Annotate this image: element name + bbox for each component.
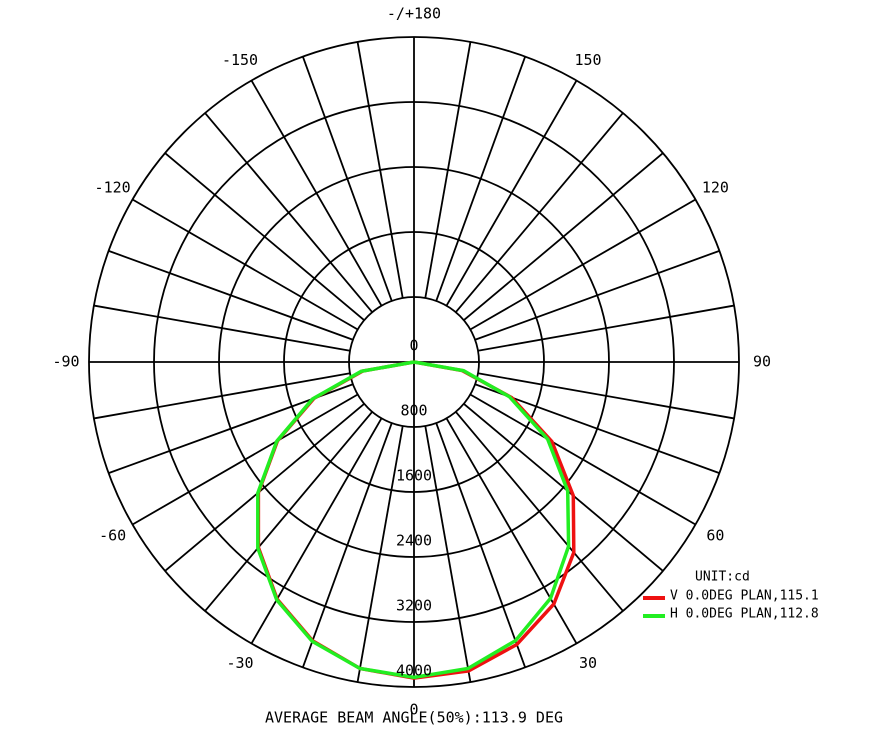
angle-label: 150 <box>574 51 601 69</box>
angle-label: 120 <box>702 179 729 197</box>
angle-label: 90 <box>753 353 771 371</box>
r-tick-label: 4000 <box>396 662 432 680</box>
angle-label: 60 <box>706 527 724 545</box>
angle-label: -120 <box>95 179 131 197</box>
ring <box>283 231 545 493</box>
angle-label: -60 <box>99 527 126 545</box>
angle-label: -150 <box>222 51 258 69</box>
angle-label: -30 <box>226 654 253 672</box>
unit-label: UNIT:cd <box>695 570 750 585</box>
angle-label: 0 <box>409 701 418 719</box>
ring <box>348 296 480 428</box>
r-tick-label: 3200 <box>396 597 432 615</box>
series-line <box>256 360 571 680</box>
angle-label: 30 <box>579 654 597 672</box>
legend-label: V 0.0DEG PLAN,115.1 <box>670 589 819 604</box>
ring <box>218 166 610 558</box>
r-tick-label: 800 <box>400 402 427 420</box>
angle-label: -90 <box>52 353 79 371</box>
r-tick-label: 0 <box>409 337 418 355</box>
r-tick-label: 2400 <box>396 532 432 550</box>
legend-label: H 0.0DEG PLAN,112.8 <box>670 607 819 622</box>
r-tick-label: 1600 <box>396 467 432 485</box>
angle-label: -/+180 <box>387 5 441 23</box>
ring <box>88 36 740 688</box>
footer: AVERAGE BEAM ANGLE(50%):113.9 DEG <box>265 709 563 727</box>
ring <box>153 101 675 623</box>
